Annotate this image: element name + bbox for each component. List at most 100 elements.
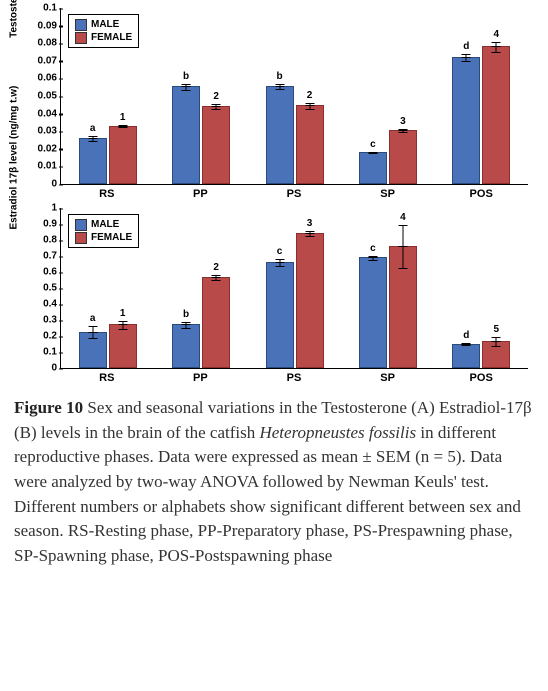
legend: MALE FEMALE — [68, 214, 139, 248]
y-tick: 0.4 — [21, 299, 57, 310]
x-label: POS — [434, 188, 528, 200]
sig-label: d — [463, 41, 469, 52]
legend-male-label: MALE — [91, 18, 119, 31]
bar-male: b — [266, 86, 294, 184]
bar-male: b — [172, 324, 200, 368]
bar-group: c3 — [341, 8, 434, 184]
x-label: RS — [60, 188, 154, 200]
y-tick: 0.3 — [21, 315, 57, 326]
y-tick: 0.5 — [21, 283, 57, 294]
bar-male: b — [172, 86, 200, 184]
sig-label: 4 — [400, 212, 406, 223]
y-tick: 0.05 — [21, 91, 57, 102]
bar-female: 5 — [482, 341, 510, 368]
bar-male: d — [452, 57, 480, 184]
bar-female: 4 — [482, 46, 510, 184]
caption-text-2: in different reproductive phases. Data w… — [14, 423, 521, 565]
bar-male: c — [359, 152, 387, 184]
sig-label: 4 — [494, 29, 500, 40]
y-tick: 0.02 — [21, 143, 57, 154]
sig-label: b — [183, 71, 189, 82]
y-tick: 0.08 — [21, 38, 57, 49]
bar-male: c — [359, 257, 387, 368]
y-tick: 0.03 — [21, 126, 57, 137]
legend-male-label: MALE — [91, 218, 119, 231]
legend-swatch-male — [75, 219, 87, 231]
y-ticks-b: 00.10.20.30.40.50.60.70.80.91 — [21, 208, 57, 368]
sig-label: 5 — [494, 324, 500, 335]
y-ticks-a: 00.010.020.030.040.050.060.070.080.090.1 — [21, 8, 57, 184]
figure-label: Figure 10 — [14, 398, 83, 417]
panel-a: MALE FEMALE A Testosterone level (ng/mg … — [8, 8, 538, 200]
legend-swatch-female — [75, 232, 87, 244]
sig-label: 3 — [307, 218, 313, 229]
sig-label: 2 — [213, 91, 219, 102]
bar-female: 1 — [109, 324, 137, 368]
y-axis-label-a: Testosterone level (ng/mg t.w) — [9, 0, 20, 38]
sig-label: b — [183, 309, 189, 320]
y-tick: 0.07 — [21, 55, 57, 66]
sig-label: c — [370, 243, 376, 254]
bar-group: c4 — [341, 208, 434, 368]
bar-female: 2 — [202, 277, 230, 368]
legend: MALE FEMALE — [68, 14, 139, 48]
species-name: Heteropneustes fossilis — [259, 423, 416, 442]
bar-group: b2 — [248, 8, 341, 184]
legend-female-label: FEMALE — [91, 231, 132, 244]
sig-label: 2 — [307, 90, 313, 101]
y-tick: 0.1 — [21, 347, 57, 358]
bar-male: a — [79, 138, 107, 184]
y-tick: 0.04 — [21, 108, 57, 119]
sig-label: c — [277, 246, 283, 257]
bar-male: a — [79, 332, 107, 368]
bar-group: b2 — [154, 208, 247, 368]
x-label: SP — [341, 372, 435, 384]
bar-female: 2 — [202, 106, 230, 184]
sig-label: 1 — [120, 308, 126, 319]
x-labels-b: RSPPPSSPPOS — [60, 369, 528, 384]
sig-label: 1 — [120, 112, 126, 123]
x-label: PP — [154, 372, 248, 384]
y-tick: 0.06 — [21, 73, 57, 84]
x-label: RS — [60, 372, 154, 384]
y-axis-label-b: Estradiol 17β level (ng/mg t.w) — [9, 86, 20, 230]
y-tick: 0.1 — [21, 3, 57, 14]
legend-swatch-male — [75, 19, 87, 31]
panel-b: MALE FEMALE B Estradiol 17β level (ng/mg… — [8, 208, 538, 384]
x-label: PS — [247, 372, 341, 384]
sig-label: a — [90, 313, 96, 324]
sig-label: 2 — [213, 262, 219, 273]
sig-label: d — [463, 330, 469, 341]
bar-female: 3 — [389, 130, 417, 184]
y-tick: 0.7 — [21, 251, 57, 262]
y-tick: 0.01 — [21, 161, 57, 172]
bar-female: 1 — [109, 126, 137, 184]
bar-male: c — [266, 262, 294, 368]
sig-label: a — [90, 123, 96, 134]
x-label: PS — [247, 188, 341, 200]
y-tick: 0.9 — [21, 219, 57, 230]
x-label: PP — [154, 188, 248, 200]
sig-label: 3 — [400, 116, 406, 127]
sig-label: b — [276, 71, 282, 82]
y-tick: 1 — [21, 203, 57, 214]
bar-group: c3 — [248, 208, 341, 368]
x-label: POS — [434, 372, 528, 384]
y-tick: 0.8 — [21, 235, 57, 246]
bar-group: d4 — [435, 8, 528, 184]
y-tick: 0 — [21, 179, 57, 190]
x-label: SP — [341, 188, 435, 200]
legend-female-label: FEMALE — [91, 31, 132, 44]
bar-male: d — [452, 344, 480, 368]
legend-swatch-female — [75, 32, 87, 44]
x-labels-a: RSPPPSSPPOS — [60, 185, 528, 200]
figure-caption: Figure 10 Sex and seasonal variations in… — [8, 392, 540, 568]
sig-label: c — [370, 139, 376, 150]
bar-female: 3 — [296, 233, 324, 368]
bar-group: b2 — [154, 8, 247, 184]
y-tick: 0 — [21, 363, 57, 374]
bar-female: 2 — [296, 105, 324, 184]
bar-group: d5 — [435, 208, 528, 368]
y-tick: 0.2 — [21, 331, 57, 342]
y-tick: 0.6 — [21, 267, 57, 278]
